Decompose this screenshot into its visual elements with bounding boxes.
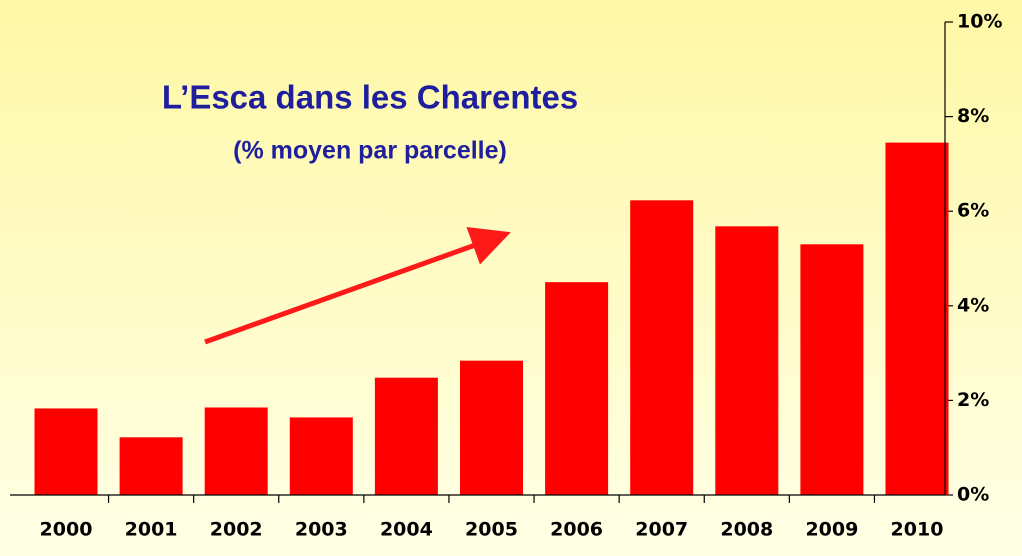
chart-subtitle: (% moyen par parcelle) [233,137,507,165]
x-tick-label: 2007 [635,519,688,541]
chart-title: L’Esca dans les Charentes [162,79,578,116]
x-tick-label: 2009 [805,519,858,541]
bar [800,244,864,495]
y-tick-label: 4% [957,294,989,316]
x-tick-label: 2002 [210,519,263,541]
y-tick-label: 10% [957,11,1002,33]
y-tick-label: 8% [957,105,989,127]
y-tick-label: 2% [957,389,989,411]
x-tick-label: 2005 [465,519,518,541]
y-tick-label: 0% [957,484,989,506]
bar [545,282,609,495]
bar [34,408,98,495]
bar [885,142,949,496]
x-tick-label: 2004 [380,519,433,541]
bar [374,377,438,495]
x-tick-label: 2003 [295,519,348,541]
bar [289,417,353,495]
x-tick-label: 2008 [720,519,773,541]
bar [630,200,694,496]
x-tick-label: 2010 [891,519,944,541]
x-tick-label: 2000 [40,519,93,541]
y-tick-label: 6% [957,200,989,222]
bar [204,407,268,495]
bar [460,360,523,495]
trend-arrow [204,226,511,345]
x-tick-label: 2001 [125,519,178,541]
bar [715,226,779,495]
x-tick-label: 2006 [550,519,603,541]
bar [119,437,183,495]
